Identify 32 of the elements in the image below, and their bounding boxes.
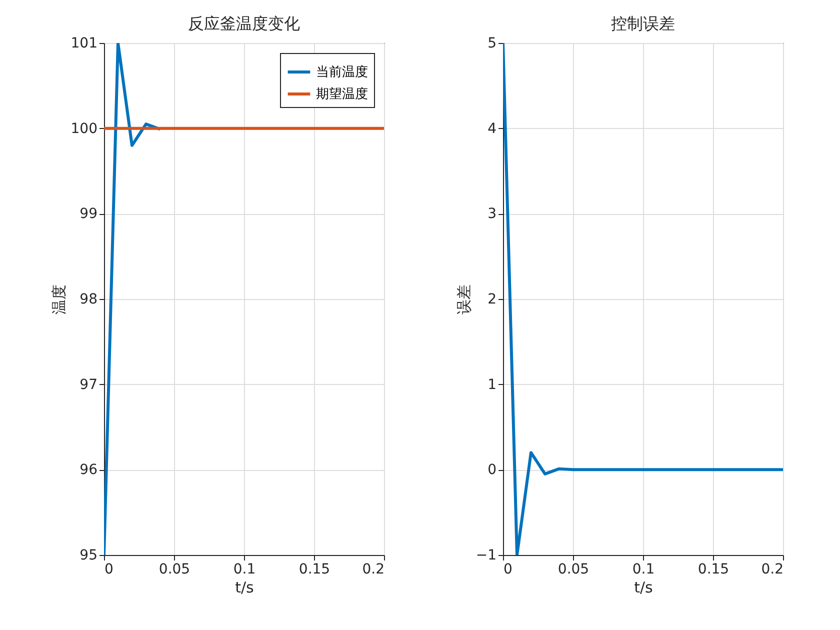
y-tick-label: 2: [488, 292, 496, 308]
x-tick-label: 0.15: [698, 562, 730, 578]
legend-label: 当前温度: [316, 64, 368, 80]
x-tick-label: 0.2: [761, 562, 784, 578]
x-tick-label: 0.1: [632, 562, 655, 578]
y-tick-label: 97: [80, 376, 98, 393]
y-tick-label: −1: [476, 548, 496, 564]
x-axis-title: t/s: [634, 578, 654, 596]
chart-title: 反应釜温度变化: [188, 14, 300, 33]
y-axis-title: 误差: [454, 284, 473, 314]
y-tick-label: 4: [488, 120, 497, 137]
y-tick-label: 5: [488, 36, 496, 52]
y-tick-label: 98: [80, 292, 98, 308]
legend-label: 期望温度: [316, 86, 368, 102]
x-tick-label: 0.15: [298, 562, 330, 578]
x-tick-label: 0.1: [233, 562, 256, 578]
y-tick-label: 0: [488, 462, 496, 478]
y-tick-label: 99: [80, 206, 98, 222]
y-axis-title: 温度: [50, 284, 68, 314]
chart-title: 控制误差: [611, 14, 675, 33]
x-tick-label: 0.2: [362, 562, 384, 578]
x-tick-label: 0: [504, 562, 512, 578]
y-tick-label: 101: [70, 36, 98, 52]
x-axis-title: t/s: [235, 578, 254, 596]
x-tick-label: 0.05: [558, 562, 590, 578]
y-tick-label: 3: [488, 206, 496, 222]
y-tick-label: 95: [80, 548, 98, 564]
y-tick-label: 96: [80, 462, 98, 478]
x-tick-label: 0: [104, 562, 114, 578]
y-tick-label: 100: [70, 120, 98, 137]
x-tick-label: 0.05: [158, 562, 190, 578]
y-tick-label: 1: [488, 376, 496, 393]
